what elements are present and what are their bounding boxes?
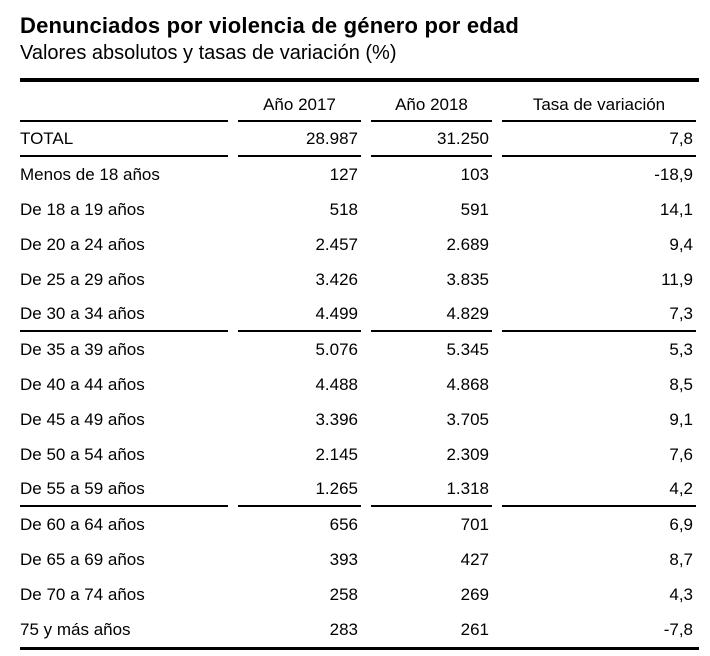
row-age-label: De 30 a 34 años [20, 297, 228, 332]
row-variation-rate: 4,3 [669, 584, 693, 604]
row-variation-rate: 11,9 [661, 269, 693, 289]
row-value-2018: 4.829 [371, 297, 492, 332]
row-variation-rate: 9,1 [669, 409, 693, 429]
row-value-2018: 701 [460, 514, 489, 534]
table-row: De 18 a 19 años 518 591 14,1 [20, 192, 699, 227]
row-age-label: De 20 a 24 años [20, 234, 145, 254]
table-row: De 20 a 24 años 2.457 2.689 9,4 [20, 227, 699, 262]
table-row: De 25 a 29 años 3.426 3.835 11,9 [20, 262, 699, 297]
row-age-label: De 18 a 19 años [20, 199, 145, 219]
row-value-2017: 2.145 [315, 444, 358, 464]
row-value-2018: 3.835 [446, 269, 489, 289]
row-value-2017: 656 [329, 514, 358, 534]
row-age-label: Menos de 18 años [20, 164, 160, 184]
row-variation-rate: 4,2 [502, 472, 696, 507]
table-row: De 65 a 69 años 393 427 8,7 [20, 542, 699, 577]
row-age-label: De 55 a 59 años [20, 472, 228, 507]
row-variation-rate: 8,5 [669, 374, 693, 394]
header-cell-variation-rate: Tasa de variación [502, 82, 696, 122]
row-age-label: De 45 a 49 años [20, 409, 145, 429]
row-value-2017: 1.265 [238, 472, 361, 507]
row-value-2017: 5.076 [315, 339, 358, 359]
row-value-2017: 4.488 [315, 374, 358, 394]
row-value-2018: 269 [460, 584, 489, 604]
age-table: Año 2017 Año 2018 Tasa de variación TOTA… [20, 78, 699, 650]
row-value-2017: 28.987 [238, 122, 361, 157]
table-row: De 40 a 44 años 4.488 4.868 8,5 [20, 367, 699, 402]
row-age-label: De 50 a 54 años [20, 444, 145, 464]
header-cell-label [20, 82, 228, 122]
page-title: Denunciados por violencia de género por … [20, 13, 520, 38]
table-row: De 55 a 59 años 1.265 1.318 4,2 [20, 472, 699, 507]
table-body: TOTAL 28.987 31.250 7,8 Menos de 18 años… [20, 122, 699, 647]
row-value-2018: 2.689 [446, 234, 489, 254]
row-value-2018: 5.345 [446, 339, 489, 359]
row-age-label: TOTAL [20, 122, 228, 157]
row-value-2018: 4.868 [446, 374, 489, 394]
row-variation-rate: 9,4 [669, 234, 693, 254]
table-row: TOTAL 28.987 31.250 7,8 [20, 122, 699, 157]
row-age-label: De 40 a 44 años [20, 374, 145, 394]
row-age-label: De 25 a 29 años [20, 269, 145, 289]
row-variation-rate: 14,1 [659, 199, 693, 219]
row-value-2017: 2.457 [315, 234, 358, 254]
row-variation-rate: -7,8 [663, 619, 693, 639]
row-value-2018: 103 [460, 164, 489, 184]
table-row: De 30 a 34 años 4.499 4.829 7,3 [20, 297, 699, 332]
row-value-2017: 258 [329, 584, 358, 604]
table-row: De 50 a 54 años 2.145 2.309 7,6 [20, 437, 699, 472]
row-variation-rate: 8,7 [669, 549, 693, 569]
row-age-label: De 35 a 39 años [20, 339, 145, 359]
row-value-2018: 3.705 [446, 409, 489, 429]
row-value-2017: 518 [329, 199, 358, 219]
row-variation-rate: 7,6 [669, 444, 693, 464]
row-value-2017: 393 [329, 549, 358, 569]
table-row: De 35 a 39 años 5.076 5.345 5,3 [20, 332, 699, 367]
row-value-2017: 3.396 [315, 409, 358, 429]
row-variation-rate: -18,9 [654, 164, 693, 184]
table-row: De 60 a 64 años 656 701 6,9 [20, 507, 699, 542]
row-value-2018: 261 [460, 619, 489, 639]
row-age-label: De 70 a 74 años [20, 584, 145, 604]
page-subtitle: Valores absolutos y tasas de variación (… [20, 42, 397, 64]
row-value-2018: 1.318 [371, 472, 492, 507]
row-age-label: De 60 a 64 años [20, 514, 145, 534]
row-value-2018: 31.250 [371, 122, 492, 157]
row-value-2018: 2.309 [446, 444, 489, 464]
row-age-label: De 65 a 69 años [20, 549, 145, 569]
row-value-2017: 283 [329, 619, 358, 639]
table-row: De 70 a 74 años 258 269 4,3 [20, 577, 699, 612]
row-value-2018: 591 [460, 199, 489, 219]
row-value-2018: 427 [460, 549, 489, 569]
row-value-2017: 127 [329, 164, 358, 184]
table-row: De 45 a 49 años 3.396 3.705 9,1 [20, 402, 699, 437]
row-variation-rate: 6,9 [669, 514, 693, 534]
header-cell-year-2017: Año 2017 [238, 82, 361, 122]
row-value-2017: 3.426 [315, 269, 358, 289]
row-variation-rate: 7,8 [502, 122, 696, 157]
table-header-row: Año 2017 Año 2018 Tasa de variación [20, 82, 699, 122]
table-row: Menos de 18 años 127 103 -18,9 [20, 157, 699, 192]
header-cell-year-2018: Año 2018 [371, 82, 492, 122]
row-age-label: 75 y más años [20, 619, 131, 639]
row-variation-rate: 5,3 [669, 339, 693, 359]
table-row: 75 y más años 283 261 -7,8 [20, 612, 699, 647]
row-value-2017: 4.499 [238, 297, 361, 332]
row-variation-rate: 7,3 [502, 297, 696, 332]
